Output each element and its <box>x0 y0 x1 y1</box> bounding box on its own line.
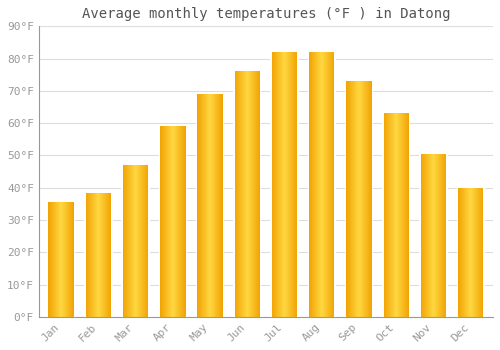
Bar <box>484 188 485 317</box>
Bar <box>111 193 112 317</box>
Bar <box>47 202 48 317</box>
Bar <box>270 52 272 317</box>
Bar <box>308 52 309 317</box>
Bar <box>148 165 150 317</box>
Bar <box>196 94 198 317</box>
Title: Average monthly temperatures (°F ) in Datong: Average monthly temperatures (°F ) in Da… <box>82 7 450 21</box>
Bar <box>456 188 458 317</box>
Bar <box>74 202 76 317</box>
Bar <box>420 154 421 317</box>
Bar <box>297 52 298 317</box>
Bar <box>122 165 123 317</box>
Bar <box>158 126 160 317</box>
Bar <box>186 126 187 317</box>
Bar <box>345 81 346 317</box>
Bar <box>233 71 234 317</box>
Bar <box>334 52 336 317</box>
Bar <box>372 81 373 317</box>
Bar <box>222 94 224 317</box>
Bar <box>260 71 262 317</box>
Bar <box>84 193 86 317</box>
Bar <box>446 154 448 317</box>
Bar <box>409 113 410 317</box>
Bar <box>382 113 384 317</box>
